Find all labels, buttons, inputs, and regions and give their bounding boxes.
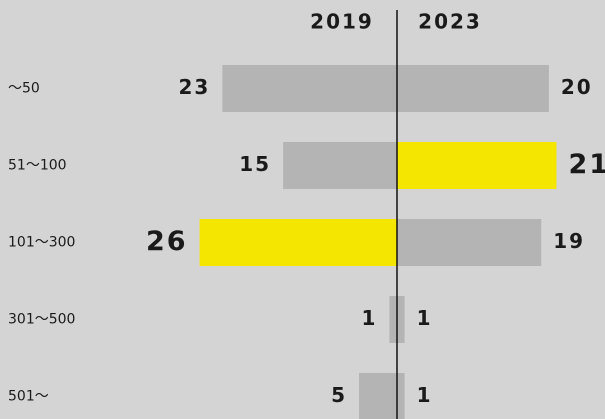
- category-label: 51〜100: [8, 158, 67, 174]
- value-label: 26: [146, 226, 188, 257]
- value-label: 1: [417, 306, 433, 330]
- bar: [283, 142, 397, 189]
- bar: [397, 373, 405, 419]
- value-label: 5: [331, 383, 347, 407]
- category-label: 101〜300: [8, 235, 75, 251]
- bar: [359, 373, 397, 419]
- value-label: 19: [553, 229, 585, 253]
- bar: [397, 219, 542, 266]
- value-label: 20: [561, 75, 593, 99]
- value-label: 15: [239, 152, 271, 176]
- bar: [397, 65, 549, 112]
- bar: [389, 296, 397, 343]
- category-label: 301〜500: [8, 312, 75, 328]
- bar: [397, 142, 557, 189]
- bar: [397, 296, 405, 343]
- bar: [199, 219, 397, 266]
- value-label: 21: [568, 149, 605, 180]
- series-header: 2019: [310, 10, 374, 34]
- value-label: 1: [417, 383, 433, 407]
- category-label: 〜50: [8, 81, 40, 97]
- series-header: 2023: [418, 10, 482, 34]
- bar: [222, 65, 397, 112]
- value-label: 23: [179, 75, 211, 99]
- category-label: 501〜: [8, 389, 49, 405]
- value-label: 1: [361, 306, 377, 330]
